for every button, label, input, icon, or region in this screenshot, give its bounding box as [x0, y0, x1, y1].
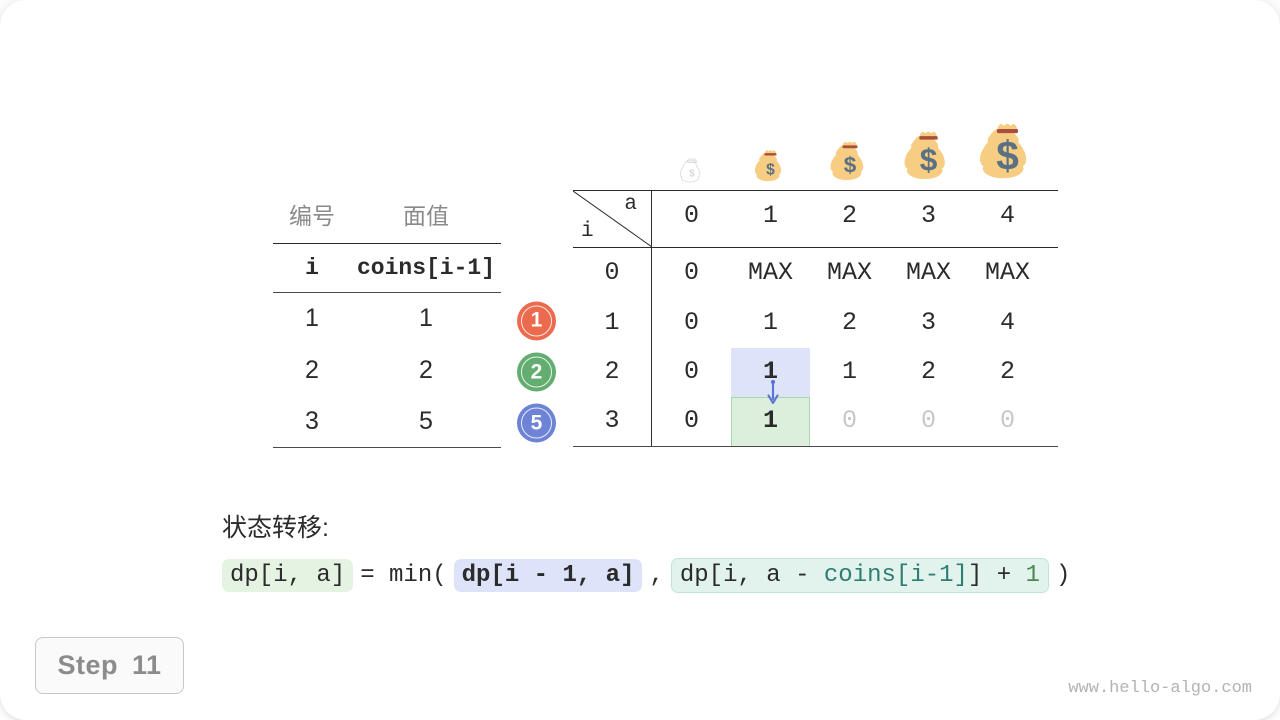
svg-text:$: $	[996, 133, 1019, 179]
svg-text:$: $	[843, 153, 856, 178]
svg-text:$: $	[689, 169, 695, 180]
svg-text:$: $	[766, 161, 775, 178]
svg-text:$: $	[920, 142, 938, 178]
